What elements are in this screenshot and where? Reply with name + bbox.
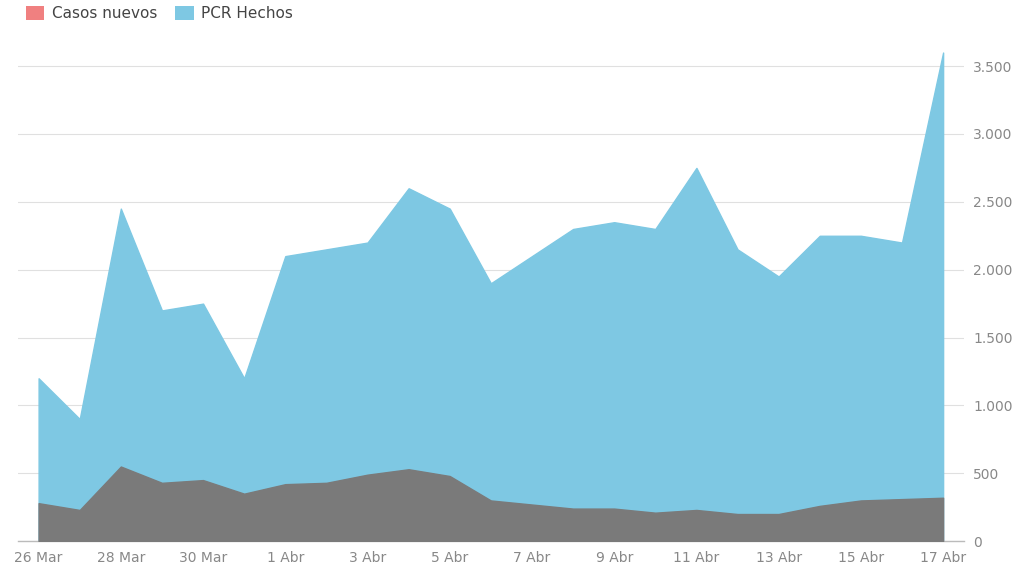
Legend: Casos nuevos, PCR Hechos: Casos nuevos, PCR Hechos <box>26 6 293 21</box>
